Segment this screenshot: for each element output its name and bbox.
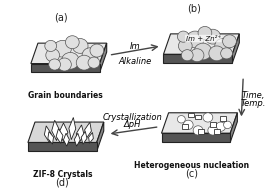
- Text: (b): (b): [187, 3, 201, 13]
- Text: ZIF-8 Crystals: ZIF-8 Crystals: [33, 170, 92, 179]
- Circle shape: [181, 50, 193, 61]
- Circle shape: [208, 126, 218, 135]
- Circle shape: [205, 29, 221, 44]
- Bar: [214, 129, 220, 134]
- Circle shape: [221, 48, 232, 59]
- Polygon shape: [48, 132, 53, 144]
- Text: Im + Zn²⁺: Im + Zn²⁺: [186, 36, 221, 42]
- Circle shape: [178, 40, 192, 52]
- Circle shape: [198, 26, 212, 40]
- Polygon shape: [44, 126, 51, 142]
- Polygon shape: [81, 131, 87, 144]
- Polygon shape: [63, 133, 69, 146]
- Polygon shape: [31, 64, 100, 73]
- Polygon shape: [74, 133, 80, 146]
- Polygon shape: [31, 43, 107, 64]
- Text: Grain boundaries: Grain boundaries: [28, 91, 103, 100]
- Circle shape: [186, 31, 204, 48]
- Polygon shape: [161, 113, 237, 133]
- Polygon shape: [59, 123, 68, 142]
- Bar: [182, 124, 188, 129]
- Polygon shape: [76, 125, 84, 143]
- Bar: [210, 122, 216, 127]
- Circle shape: [58, 58, 71, 71]
- Circle shape: [183, 120, 193, 129]
- Polygon shape: [163, 54, 232, 63]
- Circle shape: [203, 113, 213, 122]
- Polygon shape: [85, 122, 91, 139]
- Circle shape: [177, 115, 185, 123]
- Text: Heterogeneous nucleation: Heterogeneous nucleation: [134, 161, 249, 170]
- Text: Crystallization: Crystallization: [103, 113, 163, 122]
- Circle shape: [45, 40, 57, 52]
- Polygon shape: [56, 129, 63, 143]
- Circle shape: [62, 52, 79, 69]
- Circle shape: [194, 43, 212, 60]
- Polygon shape: [163, 34, 239, 54]
- Text: Time,: Time,: [241, 91, 265, 101]
- Text: (c): (c): [185, 168, 198, 178]
- Text: (a): (a): [55, 12, 68, 22]
- Circle shape: [193, 126, 203, 135]
- Polygon shape: [100, 43, 107, 73]
- Text: Temp.: Temp.: [240, 99, 266, 108]
- Polygon shape: [69, 117, 76, 140]
- Polygon shape: [161, 133, 230, 142]
- Polygon shape: [28, 143, 97, 151]
- Circle shape: [88, 57, 100, 68]
- Circle shape: [216, 122, 225, 131]
- Circle shape: [215, 39, 231, 53]
- Bar: [198, 129, 204, 134]
- Circle shape: [177, 31, 189, 42]
- Bar: [220, 116, 225, 121]
- Circle shape: [76, 55, 92, 70]
- Circle shape: [90, 44, 104, 57]
- Circle shape: [190, 49, 204, 62]
- Polygon shape: [232, 34, 239, 63]
- Polygon shape: [89, 132, 93, 143]
- Bar: [195, 115, 201, 119]
- Circle shape: [72, 39, 88, 53]
- Polygon shape: [230, 113, 237, 142]
- Polygon shape: [28, 122, 104, 143]
- Circle shape: [224, 121, 231, 129]
- Text: ΔpH: ΔpH: [124, 120, 141, 129]
- Text: Alkaline: Alkaline: [119, 57, 152, 66]
- Polygon shape: [97, 122, 104, 151]
- Circle shape: [209, 46, 225, 61]
- Circle shape: [222, 35, 236, 48]
- Circle shape: [82, 48, 98, 63]
- Polygon shape: [52, 120, 59, 141]
- Bar: [188, 113, 194, 117]
- Circle shape: [54, 40, 71, 57]
- Text: (d): (d): [55, 178, 69, 187]
- Circle shape: [49, 59, 60, 70]
- Circle shape: [65, 36, 79, 49]
- Text: Im: Im: [130, 42, 140, 51]
- Circle shape: [46, 49, 60, 62]
